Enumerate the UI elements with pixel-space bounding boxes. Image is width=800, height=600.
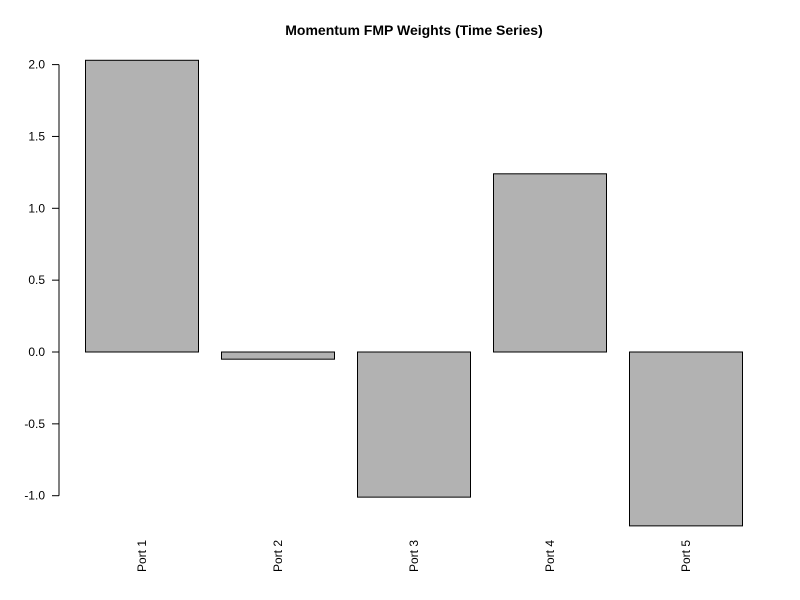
y-tick-label: 1.0	[28, 201, 45, 215]
x-tick-label: Port 4	[543, 540, 557, 572]
x-tick-label: Port 5	[679, 540, 693, 572]
bar-port-5	[629, 351, 743, 527]
x-tick-label: Port 2	[271, 540, 285, 572]
x-tick-labels: Port 1 Port 2 Port 3 Port 4 Port 5	[135, 540, 693, 572]
y-tick-label: 0.0	[28, 345, 45, 359]
bar-port-3	[357, 351, 471, 498]
x-tick-label: Port 3	[407, 540, 421, 572]
y-tick-label: 0.5	[28, 273, 45, 287]
y-tick-label: -1.0	[24, 489, 45, 503]
bar-port-2	[221, 351, 335, 360]
y-tick-label: -0.5	[24, 417, 45, 431]
y-tick-label: 1.5	[28, 129, 45, 143]
bar-port-4	[493, 173, 607, 353]
chart-title: Momentum FMP Weights (Time Series)	[285, 22, 543, 38]
y-axis: -1.0 -0.5 0.0 0.5 1.0 1.5 2.0	[24, 58, 60, 503]
y-tick-label: 2.0	[28, 58, 45, 72]
bar-port-1	[85, 59, 199, 353]
x-tick-label: Port 1	[135, 540, 149, 572]
bars-group	[85, 59, 743, 527]
